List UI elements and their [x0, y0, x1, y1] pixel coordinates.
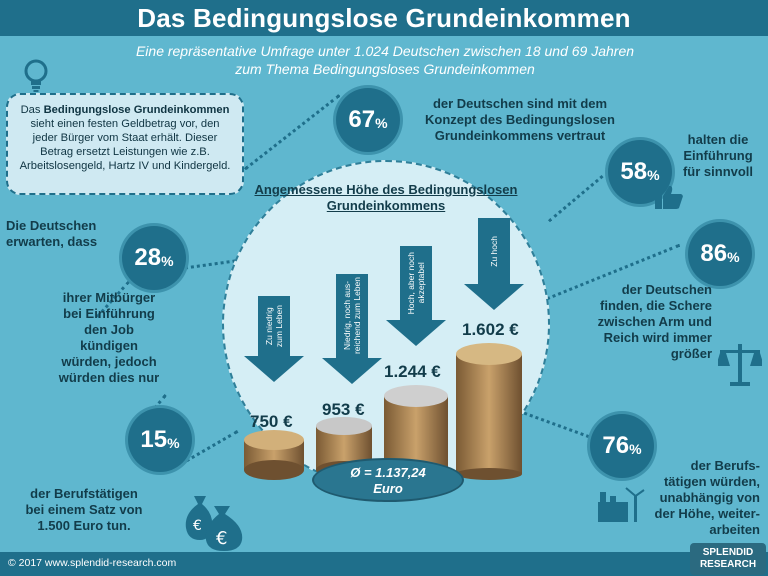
stat-86-circle: 86%	[688, 222, 752, 286]
definition-box: Das Bedingungslose Grundeinkommen sieht …	[6, 93, 244, 195]
stat-76-unit: %	[629, 441, 642, 457]
footer-copyright: © 2017 www.splendid-research.com	[8, 557, 177, 569]
stat-58-text: halten die Einführung für sinnvoll	[682, 132, 754, 179]
arrow-hoch-akzeptabel: Hoch, aber noch akzeptabel	[386, 246, 446, 346]
average-value: Ø = 1.137,24 Euro	[312, 458, 464, 502]
average-line-1: Ø = 1.137,24	[350, 465, 426, 480]
subtitle: Eine repräsentative Umfrage unter 1.024 …	[40, 42, 730, 78]
stat-58-circle: 58%	[608, 140, 672, 204]
stat-67-unit: %	[375, 115, 388, 131]
svg-text:€: €	[216, 528, 227, 549]
stat-28-circle: 28%	[122, 226, 186, 290]
money-bag-icon: € €	[185, 496, 243, 551]
subtitle-line-1: Eine repräsentative Umfrage unter 1.024 …	[135, 43, 635, 59]
stat-67-circle: 67%	[336, 88, 400, 152]
definition-lead: Das	[20, 104, 44, 116]
stat-15-circle: 15%	[128, 408, 192, 472]
logo-line-1: SPLENDID	[702, 547, 754, 558]
definition-term: Bedingungslose Grundeinkommen	[43, 104, 230, 116]
average-line-2: Euro	[373, 481, 403, 496]
stat-76-text: der Berufs-tätigen würden, unabhängig vo…	[654, 458, 760, 537]
arrow-zu-niedrig: Zu niedrig zum Leben	[244, 296, 304, 382]
stat-15-unit: %	[167, 435, 180, 451]
footer-bar	[0, 552, 768, 576]
price-1244: 1.244 €	[384, 362, 441, 381]
stat-86-unit: %	[727, 249, 740, 265]
arrow-zu-hoch: Zu hoch	[464, 218, 524, 310]
logo-line-2: RESEARCH	[699, 559, 757, 570]
connector-76	[518, 410, 596, 441]
connector-58	[548, 175, 604, 223]
connector-67	[244, 94, 341, 171]
stat-58-value: 58	[620, 158, 648, 185]
stat-28-value: 28	[134, 244, 162, 271]
stat-28-unit: %	[161, 253, 174, 269]
price-750: 750 €	[250, 412, 293, 431]
price-1602: 1.602 €	[462, 320, 519, 339]
stat-67-text: der Deutschen sind mit dem Konzept des B…	[425, 96, 615, 143]
stat-67-value: 67	[348, 106, 376, 133]
splendid-research-logo: SPLENDID RESEARCH	[690, 543, 766, 575]
stat-15-text: der Berufstätigen bei einem Satz von 1.5…	[25, 486, 143, 533]
chart-title: Angemessene Höhe des Bedingungslosen Gru…	[254, 182, 518, 213]
factory-icon	[598, 487, 645, 522]
stat-58-unit: %	[647, 167, 660, 183]
subtitle-line-2: zum Thema Bedingungsloses Grundeinkommen	[235, 61, 535, 77]
stat-86-text: der Deutschen finden, die Schere zwische…	[597, 282, 712, 361]
lightbulb-icon	[24, 59, 48, 92]
svg-text:€: €	[193, 518, 202, 534]
stat-76-circle: 76%	[590, 414, 654, 478]
price-953: 953 €	[322, 400, 365, 419]
page-title: Das Bedingungslose Grundeinkommen	[0, 0, 768, 36]
stat-15-value: 15	[140, 426, 168, 453]
arrow-niedrig-ausreichend: Niedrig, noch aus- reichend zum Leben	[322, 274, 382, 384]
stat-76-value: 76	[602, 432, 630, 459]
scales-icon	[718, 344, 762, 386]
connector-15	[185, 430, 239, 463]
stat-28-pretext: Die Deutschen erwarten, dass	[6, 218, 98, 249]
stat-86-value: 86	[700, 240, 728, 267]
thumbs-up-icon	[655, 185, 683, 209]
definition-text: sieht einen festen Geldbetrag vor, den j…	[19, 118, 231, 172]
arrow-label-4: Zu hoch	[489, 235, 499, 267]
arrow-label-3: Hoch, aber noch akzeptabel	[406, 251, 426, 315]
stat-28-text: ihrer Mitbürger bei Einführung den Job k…	[58, 290, 160, 385]
